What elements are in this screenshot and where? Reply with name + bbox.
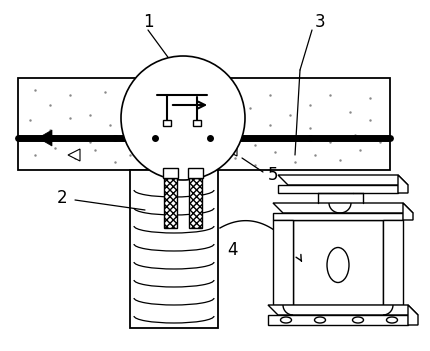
Polygon shape bbox=[273, 203, 413, 213]
Ellipse shape bbox=[314, 317, 326, 323]
Text: 5: 5 bbox=[268, 166, 278, 184]
Ellipse shape bbox=[387, 317, 397, 323]
Circle shape bbox=[121, 56, 245, 180]
Polygon shape bbox=[273, 213, 403, 220]
Polygon shape bbox=[278, 175, 408, 185]
Bar bbox=[188, 168, 203, 178]
Polygon shape bbox=[225, 144, 237, 156]
Text: 1: 1 bbox=[143, 13, 154, 31]
Ellipse shape bbox=[353, 317, 363, 323]
Polygon shape bbox=[293, 220, 383, 305]
Polygon shape bbox=[268, 305, 418, 315]
Ellipse shape bbox=[280, 317, 292, 323]
Bar bbox=[163, 168, 178, 178]
Text: 4: 4 bbox=[227, 241, 237, 259]
Polygon shape bbox=[383, 220, 403, 305]
Text: 3: 3 bbox=[315, 13, 326, 31]
Polygon shape bbox=[398, 175, 408, 193]
Polygon shape bbox=[273, 220, 293, 305]
Bar bbox=[193, 120, 201, 126]
Text: 2: 2 bbox=[57, 189, 68, 207]
Polygon shape bbox=[68, 149, 80, 161]
Polygon shape bbox=[268, 315, 408, 325]
Bar bbox=[164, 178, 177, 228]
Polygon shape bbox=[408, 305, 418, 325]
Ellipse shape bbox=[327, 247, 349, 283]
Polygon shape bbox=[278, 185, 398, 193]
Bar bbox=[130, 170, 218, 328]
Bar bbox=[163, 120, 171, 126]
Bar bbox=[18, 78, 390, 170]
Polygon shape bbox=[38, 130, 52, 146]
Bar bbox=[189, 178, 202, 228]
Polygon shape bbox=[403, 203, 413, 220]
